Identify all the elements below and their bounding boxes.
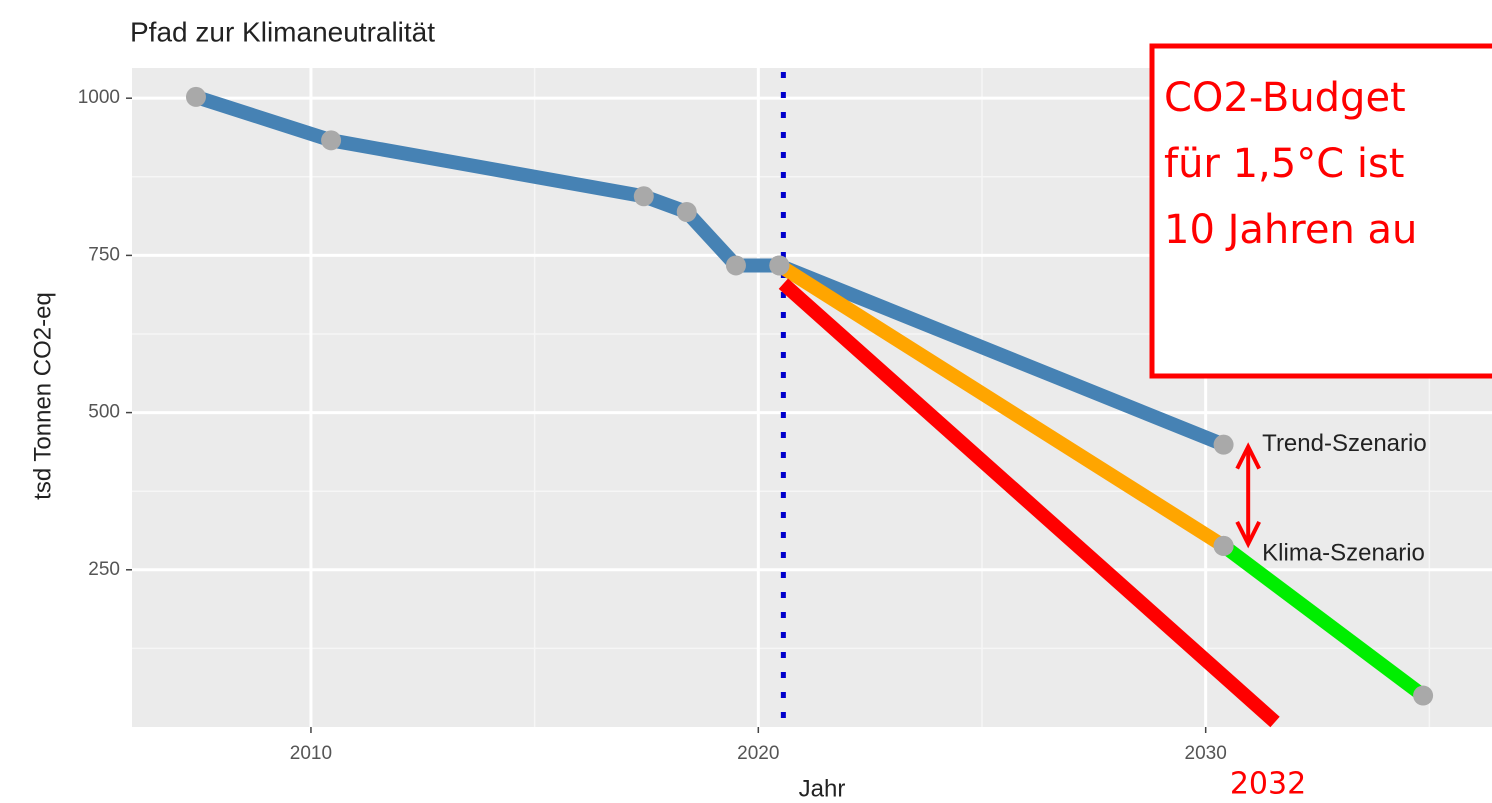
annotation: Klima-Szenario bbox=[1262, 539, 1425, 566]
arrow-head bbox=[1235, 521, 1261, 549]
point bbox=[1413, 685, 1434, 706]
callout-box bbox=[1149, 43, 1492, 379]
point bbox=[1213, 535, 1234, 556]
year-marker: 2032 bbox=[1230, 767, 1306, 802]
annotation: Trend-Szenario bbox=[1262, 430, 1427, 457]
point bbox=[725, 255, 746, 276]
x-tick-label: 2020 bbox=[737, 743, 779, 764]
point bbox=[321, 130, 342, 151]
point bbox=[185, 86, 206, 107]
y-tick-label: 1000 bbox=[78, 87, 120, 108]
point bbox=[769, 255, 790, 276]
point bbox=[633, 186, 654, 207]
x-tick-label: 2010 bbox=[290, 743, 332, 764]
series-line bbox=[775, 259, 1228, 552]
arrow-head bbox=[1235, 442, 1261, 470]
chart-title: Pfad zur Klimaneutralität bbox=[130, 16, 435, 47]
point bbox=[676, 201, 697, 222]
series-line bbox=[778, 278, 1280, 728]
y-axis-label: tsd Tonnen CO2-eq bbox=[29, 292, 56, 500]
callout-text: CO2-Budget bbox=[1164, 75, 1406, 121]
x-tick-label: 2030 bbox=[1185, 743, 1227, 764]
y-tick-label: 750 bbox=[88, 244, 120, 265]
point bbox=[1213, 434, 1234, 455]
callout-text: 10 Jahren au bbox=[1164, 207, 1417, 253]
series-line bbox=[1219, 540, 1428, 702]
y-tick-label: 250 bbox=[88, 559, 120, 580]
callout-text: für 1,5°C ist bbox=[1164, 141, 1405, 187]
x-axis-label: Jahr bbox=[799, 775, 846, 802]
y-tick-label: 500 bbox=[88, 402, 120, 423]
